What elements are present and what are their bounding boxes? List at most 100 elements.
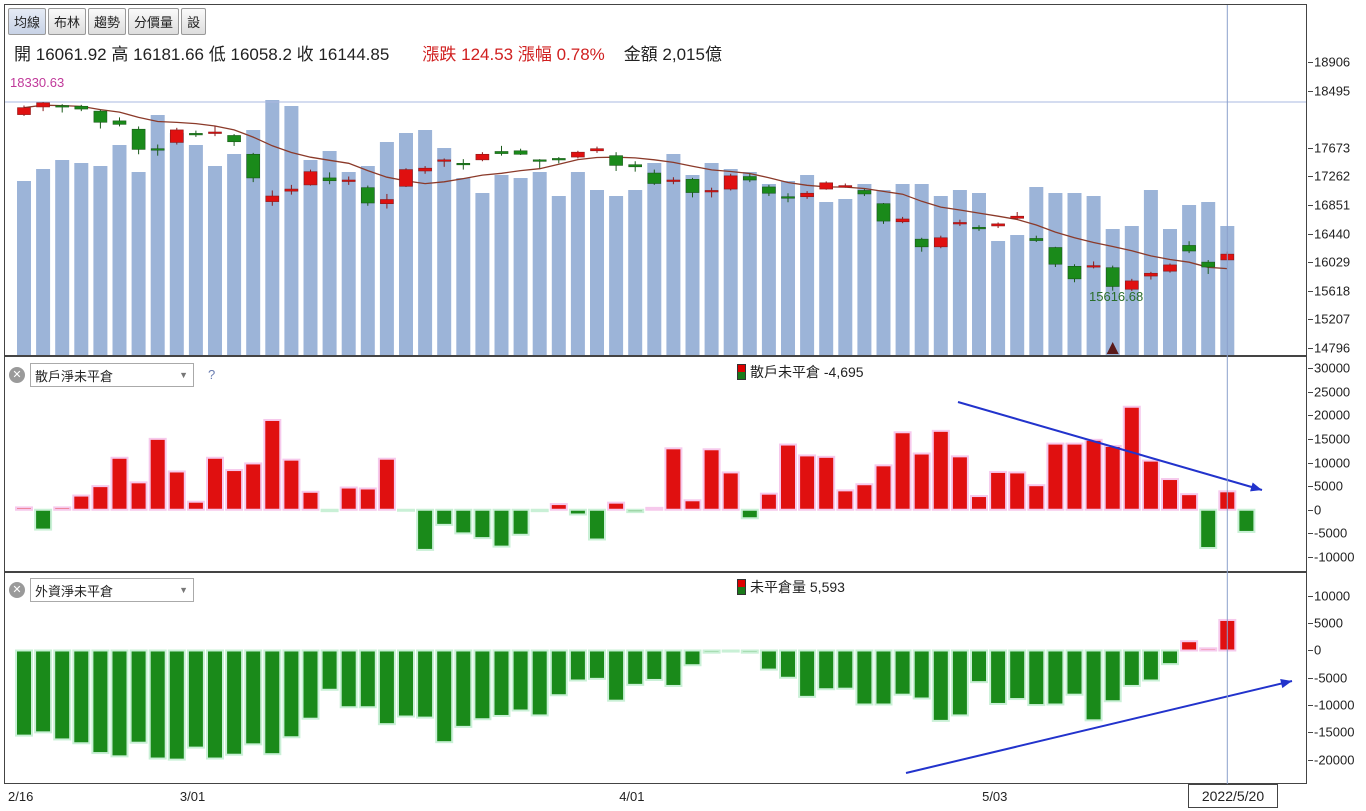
oi-bar	[397, 649, 415, 718]
candle	[685, 179, 700, 193]
min-marker-icon	[1106, 342, 1119, 354]
y-tick-mark	[1308, 262, 1313, 264]
oi-bar	[339, 649, 358, 709]
oi-bar	[186, 500, 205, 511]
oi-bar	[683, 649, 702, 667]
y-tick-label: 20000	[1314, 407, 1351, 423]
ohlc-summary: 開 16061.92 高 16181.66 低 16058.2 收 16144.…	[14, 40, 722, 65]
volume-bar	[570, 172, 585, 355]
y-tick-label: -5000	[1314, 670, 1348, 686]
y-tick-mark	[1308, 391, 1313, 393]
oi-bar	[645, 649, 664, 681]
oi-bar	[1180, 640, 1199, 652]
tab-bollinger[interactable]: 布林	[48, 8, 87, 35]
oi-bar	[492, 508, 511, 548]
oi-bar	[167, 470, 186, 511]
oi-bar	[740, 508, 759, 520]
candle	[1182, 245, 1196, 252]
oi-bar	[435, 508, 454, 526]
candle	[571, 151, 585, 158]
panel2-select-value: 散戶淨未平倉	[35, 368, 114, 384]
x-tick-label: 3/01	[179, 789, 206, 804]
oi-bar	[740, 649, 759, 654]
candle	[303, 171, 318, 186]
volume-bar	[914, 184, 929, 355]
oi-bar	[263, 418, 282, 511]
oi-bar	[893, 649, 912, 696]
oi-bar	[454, 649, 473, 728]
close-panel2-icon[interactable]: ✕	[9, 367, 25, 383]
oi-bar	[530, 508, 549, 513]
volume-bar	[952, 190, 967, 355]
oi-bar	[530, 649, 549, 717]
y-tick-mark	[1308, 290, 1313, 292]
y-tick-label: -15000	[1314, 724, 1355, 740]
y-tick-label: 10000	[1314, 455, 1351, 470]
panel3-indicator-select[interactable]: 外資淨未平倉 ▼	[30, 578, 194, 602]
volume-bar	[1201, 202, 1216, 355]
volume-bar	[74, 163, 89, 355]
volume-bar	[933, 196, 948, 355]
oi-bar	[15, 649, 33, 737]
y-tick-mark	[1308, 509, 1313, 511]
y-tick-mark	[1308, 557, 1313, 558]
amount-label: 金額	[623, 45, 658, 64]
volume-bar	[857, 184, 872, 355]
tab-settings[interactable]: 設	[181, 8, 207, 35]
candle	[1086, 265, 1101, 268]
panel2-indicator-select[interactable]: 散戶淨未平倉 ▼	[30, 363, 194, 387]
y-tick-label: 15618	[1314, 283, 1351, 299]
close-value: 16144.85	[318, 45, 390, 64]
volume-bar	[895, 184, 910, 355]
y-tick-label: 16029	[1314, 254, 1351, 270]
candle	[666, 179, 681, 182]
candle	[1163, 264, 1177, 272]
y-tick-mark	[1308, 205, 1313, 206]
candle	[112, 120, 127, 125]
close-panel3-icon[interactable]: ✕	[9, 582, 25, 598]
max-price-label: 18330.63	[10, 75, 65, 90]
oi-bar	[473, 508, 492, 540]
y-tick-label: 0	[1314, 502, 1322, 518]
oi-bar	[339, 486, 358, 511]
oi-bar	[320, 649, 339, 691]
oi-bar	[244, 462, 263, 511]
oi-bar	[702, 448, 721, 511]
volume-bar	[208, 166, 222, 355]
candle	[17, 107, 31, 115]
candle	[418, 167, 432, 172]
tab-ma[interactable]: 均線	[8, 8, 47, 35]
indicator-tabs: 均線 布林 趨勢 分價量 設	[8, 8, 207, 35]
oi-bar	[1237, 508, 1256, 533]
oi-bar	[129, 649, 148, 744]
y-tick-mark	[1308, 759, 1313, 761]
oi-bar	[358, 487, 377, 511]
candle	[341, 179, 356, 182]
candle	[551, 158, 566, 161]
y-tick-label: 25000	[1314, 384, 1351, 400]
volume-bar	[1048, 193, 1063, 355]
oi-bar	[970, 649, 988, 684]
oi-bar	[1199, 647, 1218, 652]
oi-bar	[435, 649, 454, 744]
help-icon[interactable]: ?	[208, 367, 216, 382]
oi-bar	[568, 649, 587, 682]
volume-bar	[1163, 229, 1177, 355]
oi-bar	[34, 649, 53, 734]
oi-bar	[931, 429, 950, 511]
x-tick-label: 5/03	[982, 789, 1008, 804]
oi-bar	[1065, 442, 1084, 511]
close-label: 收	[296, 45, 314, 64]
oi-bar	[950, 455, 969, 511]
tab-trend[interactable]: 趨勢	[88, 8, 127, 35]
oi-bar	[549, 503, 568, 511]
oi-bar	[1046, 649, 1065, 706]
tab-volume-profile[interactable]: 分價量	[128, 8, 180, 35]
y-tick-mark	[1308, 176, 1313, 178]
candle	[953, 222, 967, 225]
y-tick-mark	[1308, 650, 1313, 652]
x-tick-label: 4/01	[619, 789, 645, 804]
candle	[189, 133, 203, 136]
oi-bar	[72, 649, 91, 745]
candle	[1067, 266, 1082, 280]
